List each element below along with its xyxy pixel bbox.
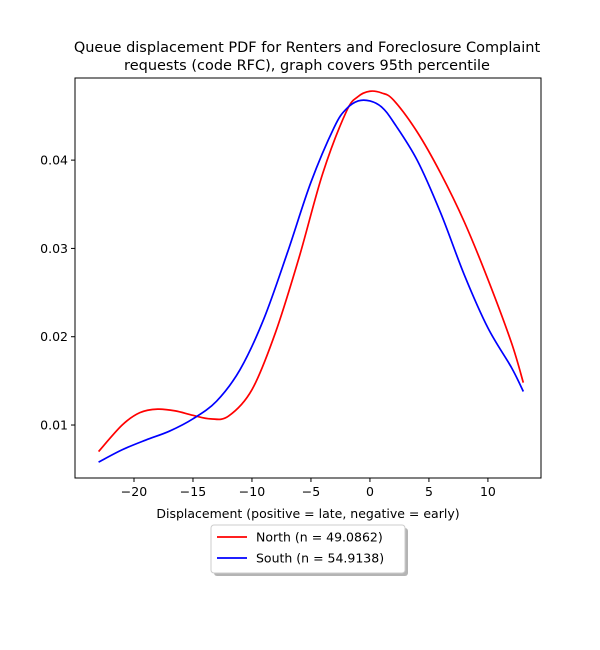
x-tick-label: 10: [480, 484, 496, 499]
x-tick-label: −10: [239, 484, 265, 499]
series-line-south: [98, 99, 525, 463]
y-tick-label: 0.02: [40, 329, 68, 344]
axes-layer: −20 −15 −10 −5 0 5 10 0.01 0.02 0.03 0.04: [40, 153, 496, 499]
y-tick-label: 0.04: [40, 153, 68, 168]
x-tick-label: −20: [121, 484, 147, 499]
legend-label-north: North (n = 49.0862): [256, 530, 383, 545]
y-tick-label: 0.03: [40, 241, 68, 256]
series-line-north: [97, 90, 525, 453]
plot-frame: [74, 77, 542, 479]
x-tick-label: −5: [302, 484, 320, 499]
chart-title-line-1: Queue displacement PDF for Renters and F…: [74, 40, 541, 56]
x-axis-label: Displacement (positive = late, negative …: [156, 506, 459, 521]
x-tick-label: −15: [180, 484, 206, 499]
legend-label-south: South (n = 54.9138): [256, 551, 384, 566]
series-layer: [97, 90, 525, 463]
chart-title-line-2: requests (code RFC), graph covers 95th p…: [124, 58, 490, 74]
y-tick-label: 0.01: [40, 418, 68, 433]
x-tick-label: 5: [425, 484, 433, 499]
x-tick-label: 0: [366, 484, 374, 499]
legend-box: [210, 524, 406, 574]
legend: North (n = 49.0862) South (n = 54.9138): [210, 524, 408, 576]
